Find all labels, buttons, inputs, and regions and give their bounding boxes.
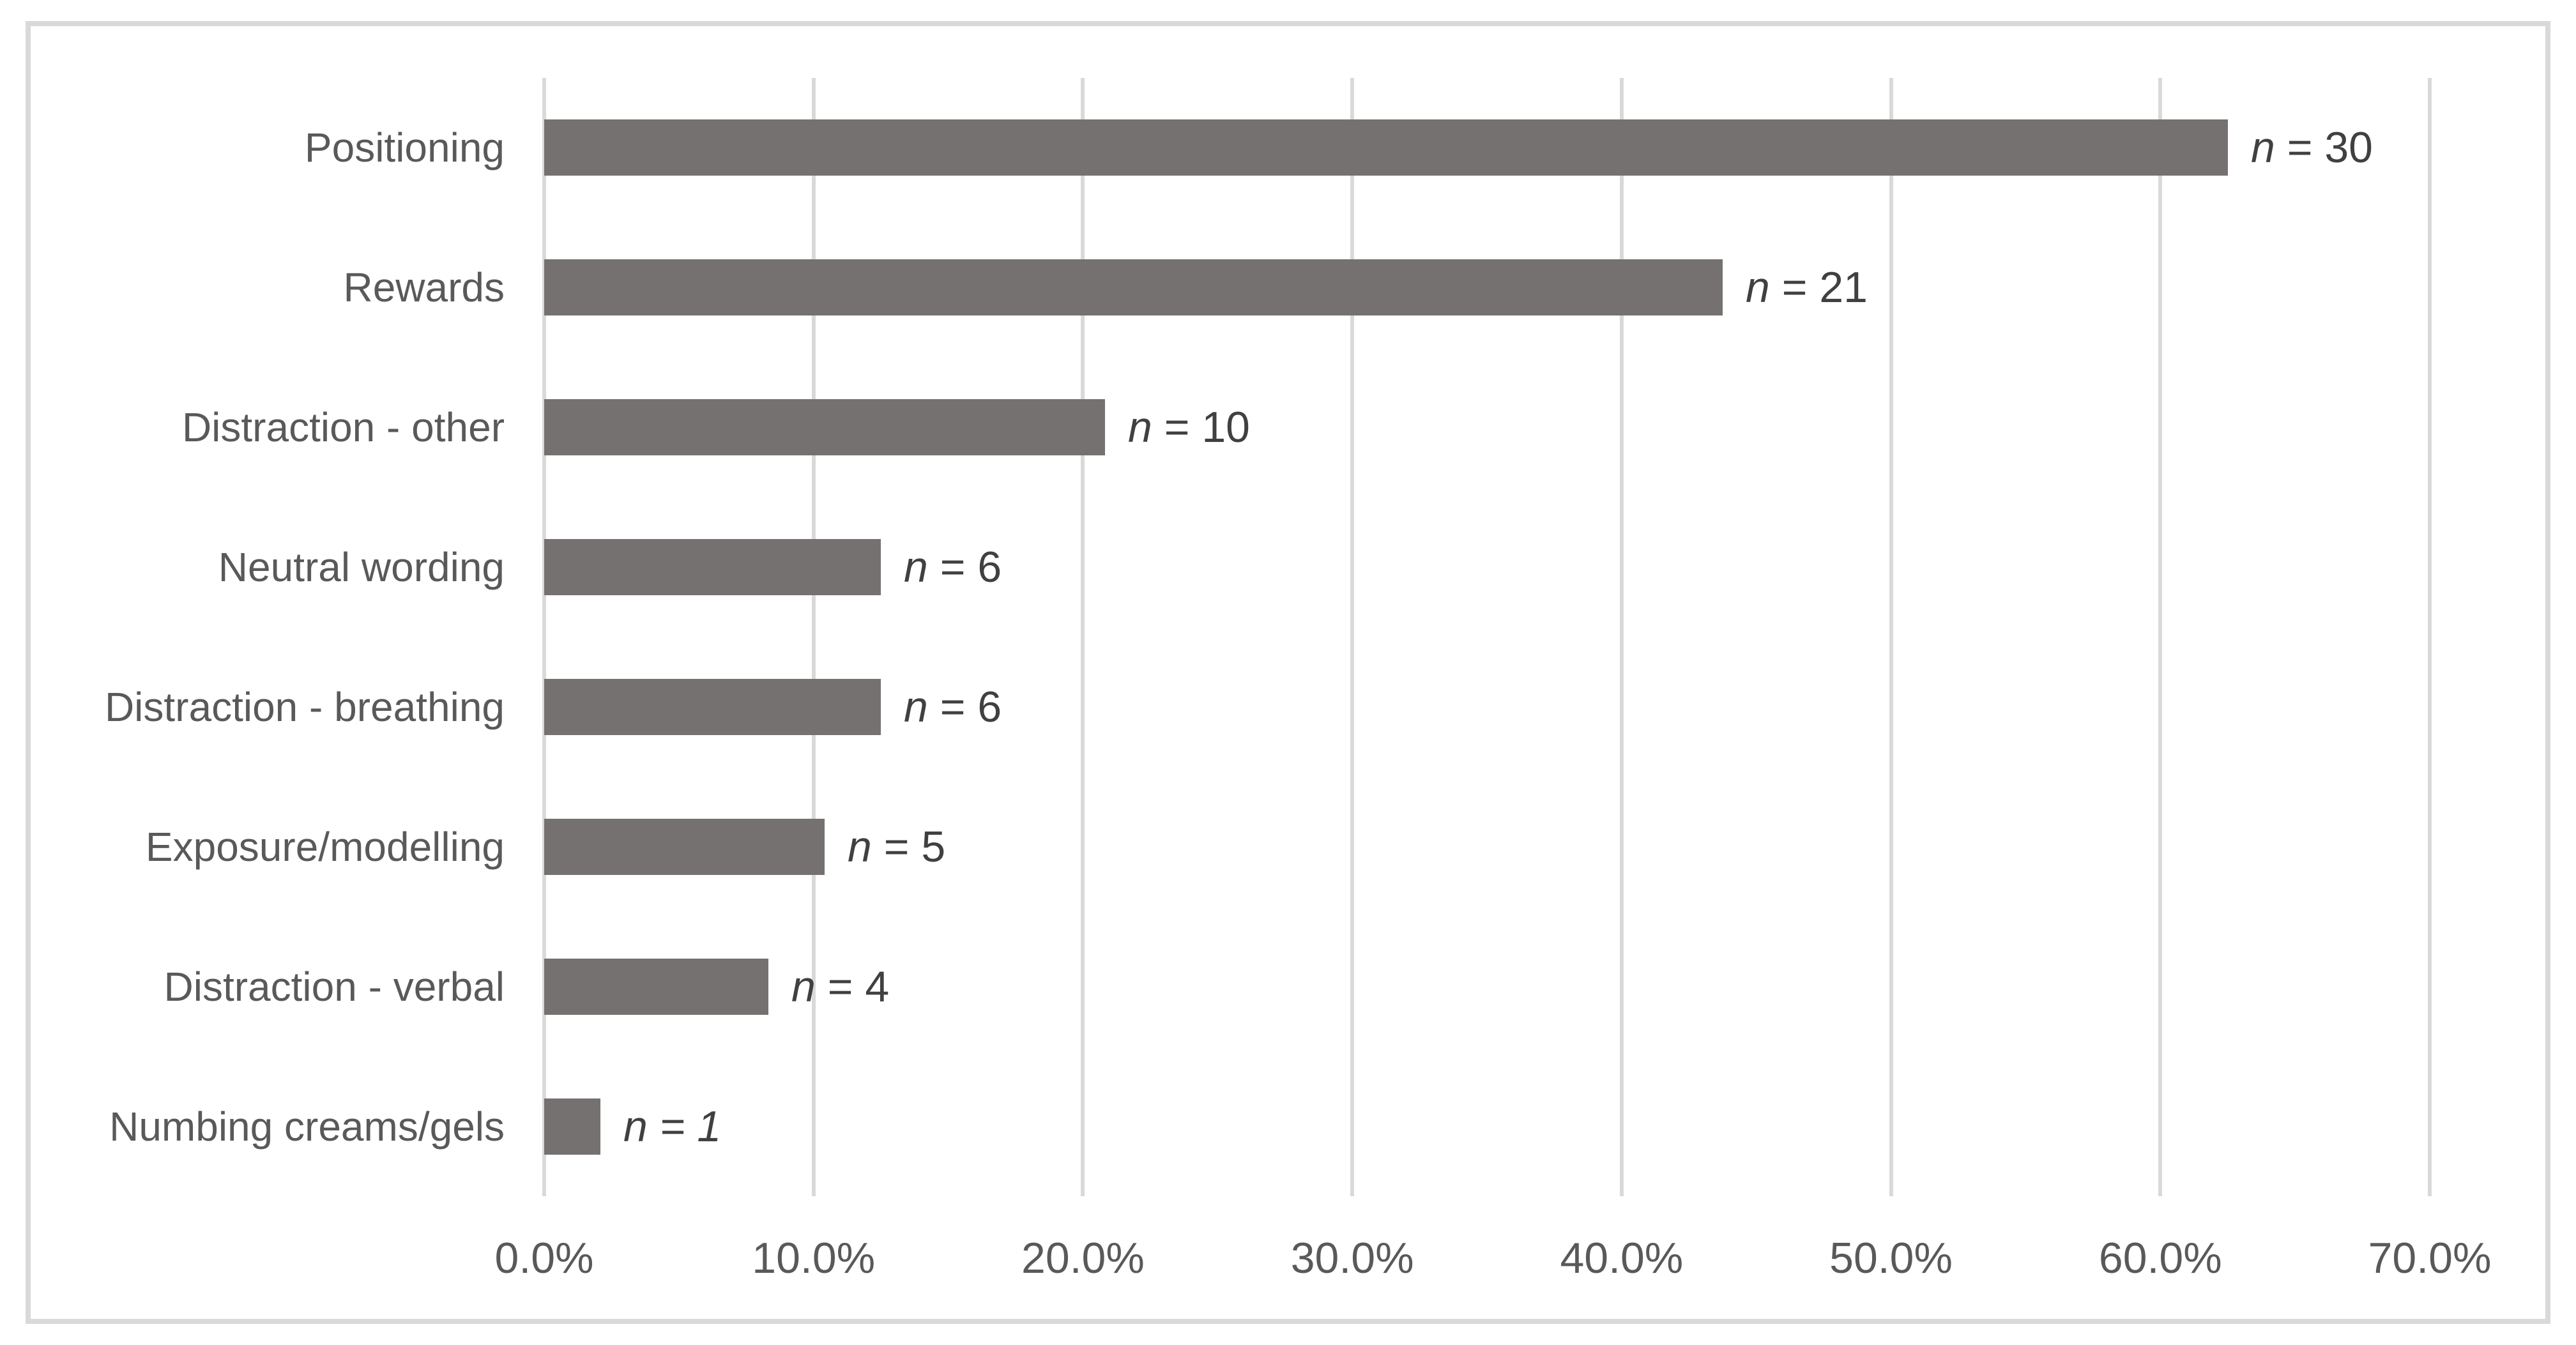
bar	[544, 679, 881, 735]
gridline	[1081, 78, 1085, 1196]
data-label-value: = 6	[927, 543, 1002, 591]
data-label-value: = 6	[927, 683, 1002, 731]
x-tick-label: 40.0%	[1560, 1234, 1684, 1282]
data-label: n = 1	[623, 1098, 721, 1155]
data-label-n-symbol: n	[1128, 403, 1152, 452]
data-label-value: = 10	[1152, 403, 1250, 452]
x-tick-label: 50.0%	[1829, 1234, 1953, 1282]
category-label: Numbing creams/gels	[109, 1104, 505, 1150]
category-label: Rewards	[343, 264, 505, 310]
data-label-value: = 21	[1769, 263, 1868, 312]
bar	[544, 119, 2228, 176]
x-tick-label: 0.0%	[494, 1234, 594, 1282]
data-label-value: = 4	[815, 962, 890, 1011]
data-label-n-symbol: n	[848, 823, 872, 871]
data-label-n-symbol: n	[904, 683, 928, 731]
gridline	[2158, 78, 2163, 1196]
gridline	[542, 78, 546, 1196]
data-label-value: = 5	[871, 823, 946, 871]
bar	[544, 259, 1723, 315]
category-label: Distraction - other	[181, 404, 505, 450]
data-label-value: = 1	[647, 1102, 722, 1151]
category-label: Exposure/modelling	[145, 824, 505, 870]
x-tick-label: 30.0%	[1290, 1234, 1414, 1282]
data-label: n = 30	[2251, 119, 2373, 176]
data-label-n-symbol: n	[791, 962, 816, 1011]
chart-frame	[26, 21, 2550, 1324]
x-tick-label: 20.0%	[1021, 1234, 1145, 1282]
bar	[544, 819, 825, 875]
category-label: Distraction - breathing	[104, 684, 505, 730]
x-tick-label: 70.0%	[2368, 1234, 2492, 1282]
data-label-n-symbol: n	[1746, 263, 1770, 312]
data-label-n-symbol: n	[904, 543, 928, 591]
data-label: n = 6	[904, 679, 1002, 735]
data-label: n = 21	[1746, 259, 1868, 315]
data-label: n = 4	[791, 959, 889, 1015]
data-label: n = 10	[1128, 399, 1250, 455]
gridline	[1350, 78, 1355, 1196]
data-label-value: = 30	[2275, 123, 2373, 172]
category-label: Distraction - verbal	[164, 964, 505, 1010]
data-label: n = 5	[848, 819, 945, 875]
data-label: n = 6	[904, 539, 1002, 595]
gridline	[2428, 78, 2432, 1196]
bar	[544, 959, 768, 1015]
x-tick-label: 60.0%	[2098, 1234, 2222, 1282]
gridline	[811, 78, 816, 1196]
bar	[544, 539, 881, 595]
category-label: Positioning	[304, 125, 505, 171]
x-tick-label: 10.0%	[752, 1234, 876, 1282]
gridline	[1619, 78, 1624, 1196]
bar	[544, 399, 1105, 455]
data-label-n-symbol: n	[623, 1102, 648, 1151]
category-label: Neutral wording	[218, 544, 505, 590]
data-label-n-symbol: n	[2251, 123, 2275, 172]
bar	[544, 1098, 600, 1155]
gridline	[1889, 78, 1893, 1196]
